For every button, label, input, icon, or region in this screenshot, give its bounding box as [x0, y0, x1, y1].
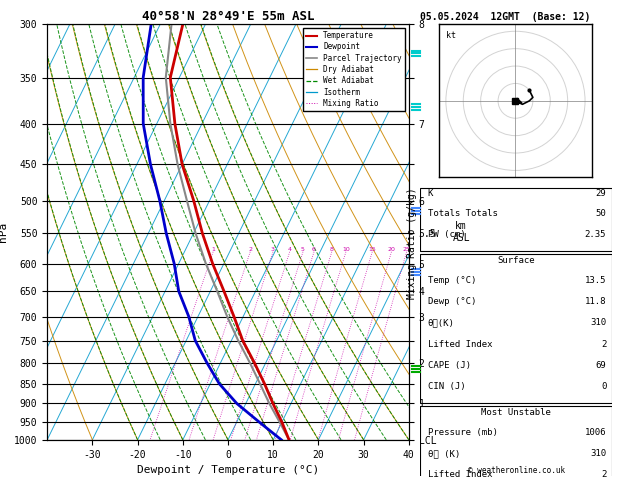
Text: Mixing Ratio (g/kg): Mixing Ratio (g/kg) — [407, 187, 417, 299]
Text: 13.5: 13.5 — [585, 276, 606, 285]
Text: 15: 15 — [369, 247, 376, 252]
Text: kt: kt — [446, 31, 456, 40]
Text: 50: 50 — [596, 209, 606, 218]
Text: PW (cm): PW (cm) — [428, 230, 465, 239]
Text: Lifted Index: Lifted Index — [428, 470, 493, 479]
Text: 310: 310 — [590, 449, 606, 458]
Text: 1006: 1006 — [585, 428, 606, 436]
Text: θᴇ(K): θᴇ(K) — [428, 318, 455, 327]
Text: 25: 25 — [403, 247, 411, 252]
Text: 2: 2 — [248, 247, 252, 252]
X-axis label: Dewpoint / Temperature (°C): Dewpoint / Temperature (°C) — [137, 465, 319, 475]
Text: 6: 6 — [312, 247, 316, 252]
Text: 2.35: 2.35 — [585, 230, 606, 239]
Text: Most Unstable: Most Unstable — [481, 408, 551, 417]
Text: 5: 5 — [301, 247, 305, 252]
Text: 310: 310 — [590, 318, 606, 327]
Text: Lifted Index: Lifted Index — [428, 340, 493, 348]
Legend: Temperature, Dewpoint, Parcel Trajectory, Dry Adiabat, Wet Adiabat, Isotherm, Mi: Temperature, Dewpoint, Parcel Trajectory… — [303, 28, 405, 111]
Text: 11.8: 11.8 — [585, 297, 606, 306]
Text: CAPE (J): CAPE (J) — [428, 361, 471, 370]
Bar — [420, 254, 612, 403]
Text: © weatheronline.co.uk: © weatheronline.co.uk — [467, 466, 565, 475]
Text: 2: 2 — [601, 470, 606, 479]
Text: θᴇ (K): θᴇ (K) — [428, 449, 460, 458]
Text: 05.05.2024  12GMT  (Base: 12): 05.05.2024 12GMT (Base: 12) — [420, 12, 591, 22]
Bar — [420, 406, 612, 486]
Text: 3: 3 — [271, 247, 275, 252]
Text: 8: 8 — [330, 247, 334, 252]
Text: CIN (J): CIN (J) — [428, 382, 465, 391]
Text: 29: 29 — [596, 189, 606, 198]
Text: Dewp (°C): Dewp (°C) — [428, 297, 476, 306]
Title: 40°58'N 28°49'E 55m ASL: 40°58'N 28°49'E 55m ASL — [142, 10, 314, 23]
Y-axis label: km
ASL: km ASL — [452, 221, 470, 243]
Text: Surface: Surface — [498, 256, 535, 265]
Y-axis label: hPa: hPa — [0, 222, 8, 242]
Bar — [420, 188, 612, 251]
Text: 4: 4 — [287, 247, 292, 252]
Text: K: K — [428, 189, 433, 198]
Text: Temp (°C): Temp (°C) — [428, 276, 476, 285]
Text: 1: 1 — [211, 247, 215, 252]
Text: Totals Totals: Totals Totals — [428, 209, 498, 218]
Text: 0: 0 — [601, 382, 606, 391]
Text: 2: 2 — [601, 340, 606, 348]
Text: 69: 69 — [596, 361, 606, 370]
Text: 20: 20 — [387, 247, 396, 252]
Text: Pressure (mb): Pressure (mb) — [428, 428, 498, 436]
Text: 10: 10 — [342, 247, 350, 252]
